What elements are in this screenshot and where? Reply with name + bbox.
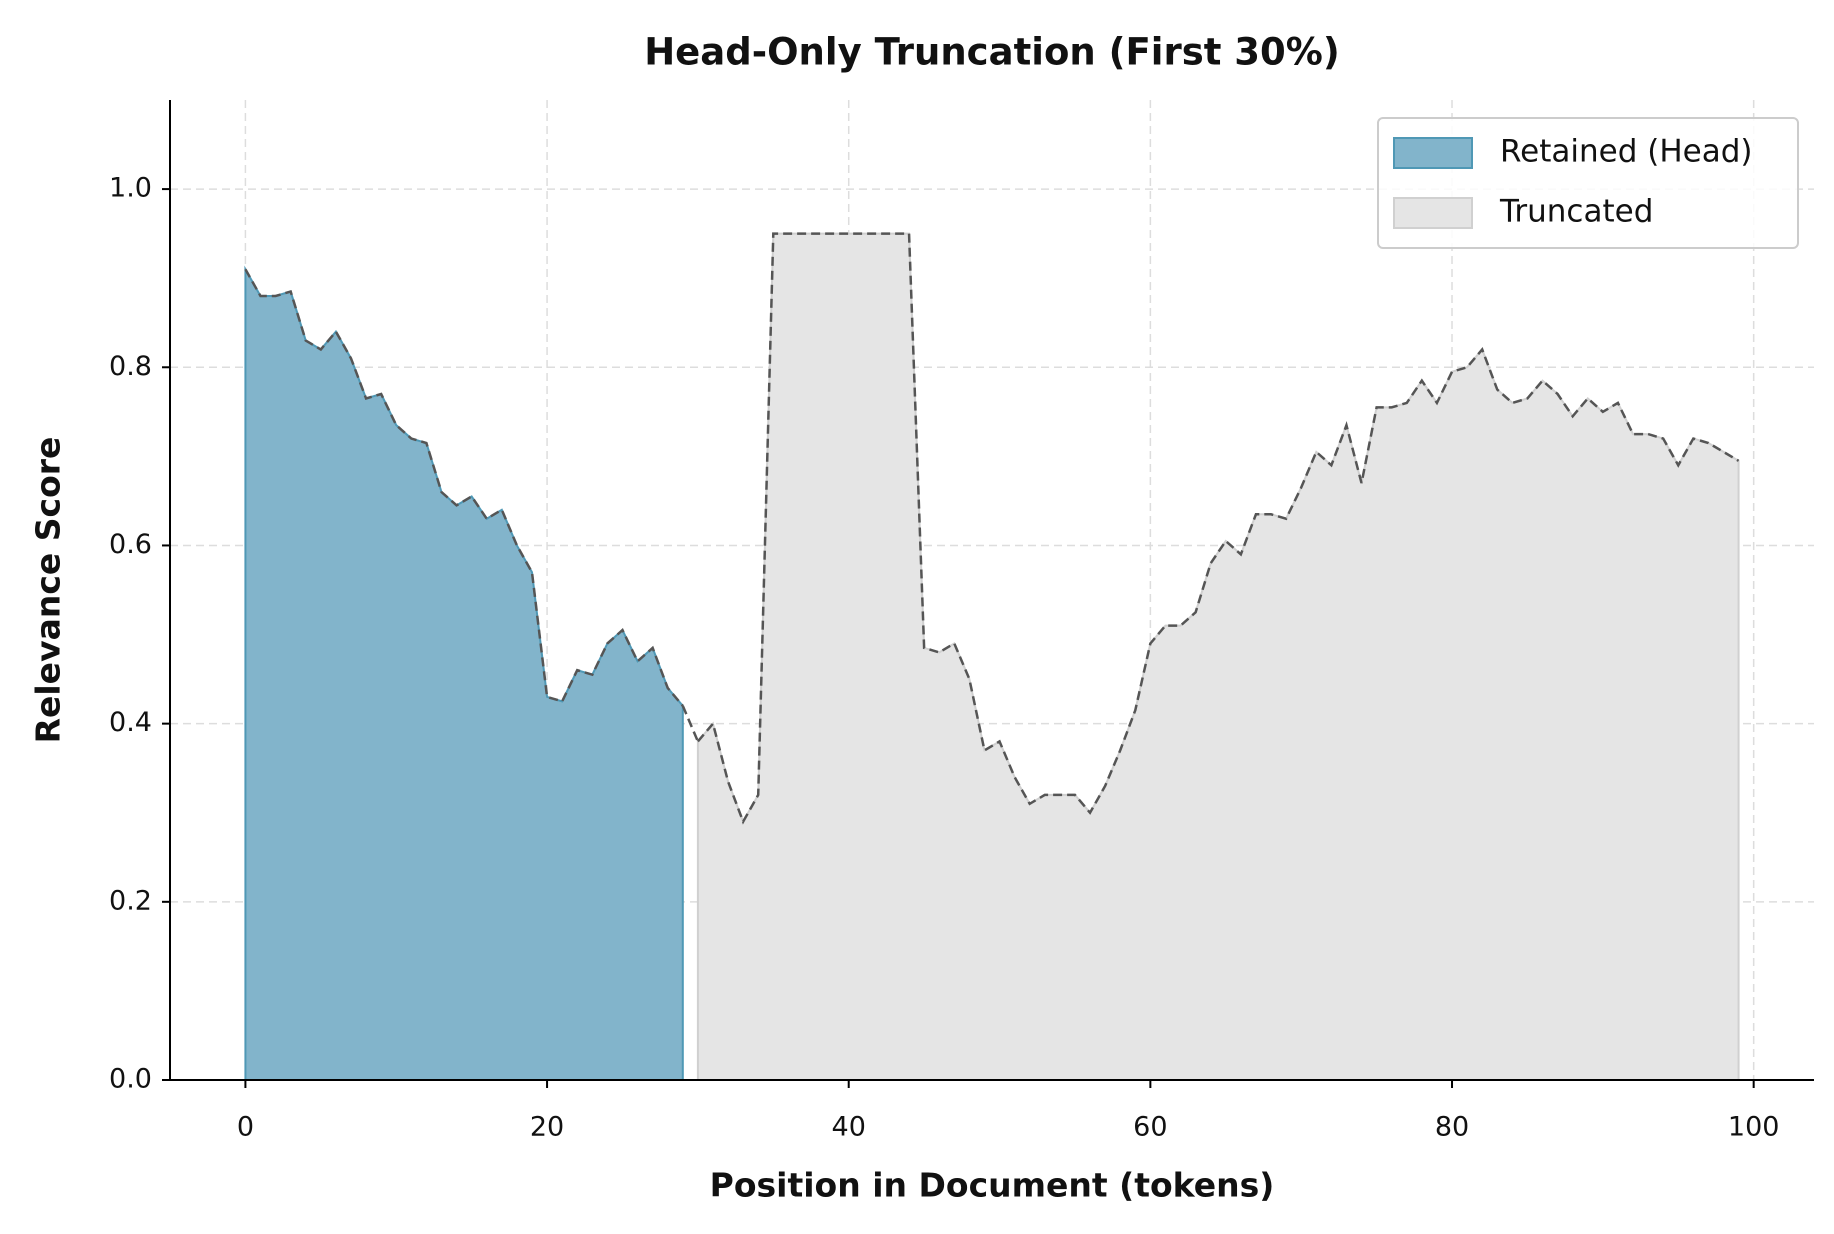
x-tick-label: 60 <box>1133 1112 1167 1143</box>
legend-swatch <box>1393 197 1473 229</box>
chart-title: Head-Only Truncation (First 30%) <box>644 31 1340 74</box>
y-tick-label: 1.0 <box>109 173 152 204</box>
y-tick-label: 0.8 <box>109 351 152 382</box>
area <box>696 232 1740 1081</box>
x-axis-label: Position in Document (tokens) <box>710 1166 1275 1205</box>
x-tick-label: 100 <box>1728 1112 1780 1143</box>
dashed-line <box>681 705 700 742</box>
x-tick-label: 0 <box>237 1112 254 1143</box>
x-tick-label: 20 <box>530 1112 564 1143</box>
y-tick-label: 0.4 <box>109 707 152 738</box>
y-tick-label: 0.0 <box>109 1064 152 1095</box>
dashed-line <box>244 268 684 707</box>
legend-swatch <box>1393 137 1473 169</box>
y-axis-label: Relevance Score <box>29 437 68 744</box>
legend-label: Retained (Head) <box>1500 134 1752 170</box>
y-tick-label: 0.6 <box>109 529 152 560</box>
x-tick-label: 40 <box>832 1112 866 1143</box>
dashed-line <box>696 232 1740 825</box>
legend: Retained (Head) Truncated <box>1377 117 1799 249</box>
area <box>244 265 684 1081</box>
x-tick-label: 80 <box>1435 1112 1469 1143</box>
legend-box <box>1377 117 1799 249</box>
legend-label: Truncated <box>1499 194 1653 230</box>
y-tick-label: 0.2 <box>109 885 152 916</box>
